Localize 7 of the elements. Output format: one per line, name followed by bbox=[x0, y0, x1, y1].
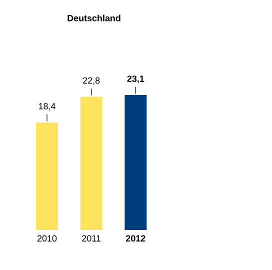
data-label: 23,1 bbox=[127, 76, 144, 84]
data-label: 22,8 bbox=[83, 77, 100, 85]
x-tick-label: 2011 bbox=[82, 235, 101, 242]
x-tick-label: 2012 bbox=[126, 235, 146, 242]
chart-title: Deutschland bbox=[68, 14, 120, 22]
data-label: 18,4 bbox=[38, 103, 56, 110]
x-tick-label: 2010 bbox=[37, 235, 57, 242]
